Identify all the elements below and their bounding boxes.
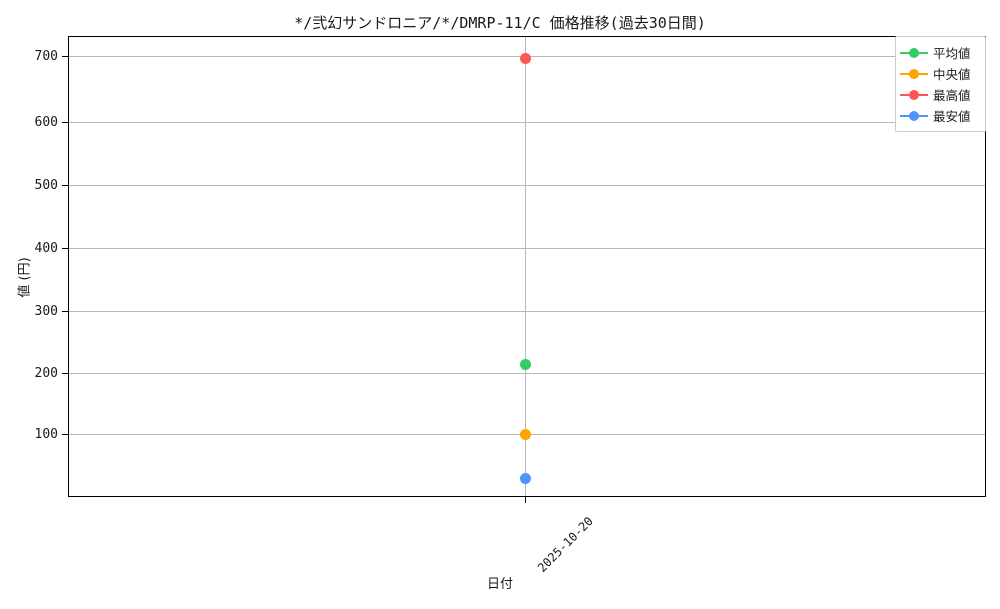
y-tick-label-700: 700 bbox=[34, 49, 58, 64]
legend-item-min[interactable]: 最安値 bbox=[900, 105, 981, 126]
y-tick-label-400: 400 bbox=[34, 241, 58, 256]
legend-marker-median-icon bbox=[900, 68, 928, 79]
legend-label-min: 最安値 bbox=[933, 109, 971, 124]
gridline-x-2025-10-20 bbox=[525, 37, 526, 496]
y-tick-label-600: 600 bbox=[34, 115, 58, 130]
x-tick-mark-2025-10-20 bbox=[525, 497, 526, 503]
y-tick-mark-500 bbox=[62, 185, 68, 186]
y-tick-mark-600 bbox=[62, 122, 68, 123]
gridline-500 bbox=[69, 185, 985, 186]
data-point-median[interactable] bbox=[519, 428, 531, 440]
x-tick-label-2025-10-20: 2025-10-20 bbox=[534, 514, 596, 575]
legend-marker-min-icon bbox=[900, 110, 928, 121]
y-tick-label-100: 100 bbox=[34, 427, 58, 442]
y-tick-label-200: 200 bbox=[34, 366, 58, 381]
data-point-min[interactable] bbox=[519, 472, 531, 484]
legend-marker-average-icon bbox=[900, 47, 928, 58]
legend-item-max[interactable]: 最高値 bbox=[900, 84, 981, 105]
legend-label-max: 最高値 bbox=[933, 88, 971, 103]
y-tick-label-500: 500 bbox=[34, 178, 58, 193]
gridline-600 bbox=[69, 122, 985, 123]
y-tick-label-300: 300 bbox=[34, 304, 58, 319]
data-point-average[interactable] bbox=[519, 358, 531, 370]
legend-marker-max-icon bbox=[900, 89, 928, 100]
chart-title: */弐幻サンドロニア/*/DMRP-11/C 価格推移(過去30日間) bbox=[294, 14, 706, 32]
legend-label-average: 平均値 bbox=[933, 46, 971, 61]
plot-area bbox=[68, 36, 986, 497]
x-axis-label: 日付 bbox=[486, 577, 513, 592]
y-tick-mark-100 bbox=[62, 434, 68, 435]
gridline-200 bbox=[69, 373, 985, 374]
y-tick-mark-400 bbox=[62, 248, 68, 249]
y-axis-label: 値 (円) bbox=[17, 257, 33, 298]
gridline-400 bbox=[69, 248, 985, 249]
y-tick-mark-300 bbox=[62, 311, 68, 312]
data-point-max[interactable] bbox=[519, 52, 531, 64]
legend-item-median[interactable]: 中央値 bbox=[900, 63, 981, 84]
y-tick-mark-700 bbox=[62, 56, 68, 57]
legend-label-median: 中央値 bbox=[933, 67, 971, 82]
gridline-300 bbox=[69, 311, 985, 312]
chart-legend[interactable]: 平均値 中央値 最高値 最安値 bbox=[895, 36, 986, 132]
legend-item-average[interactable]: 平均値 bbox=[900, 42, 981, 63]
y-tick-mark-200 bbox=[62, 373, 68, 374]
